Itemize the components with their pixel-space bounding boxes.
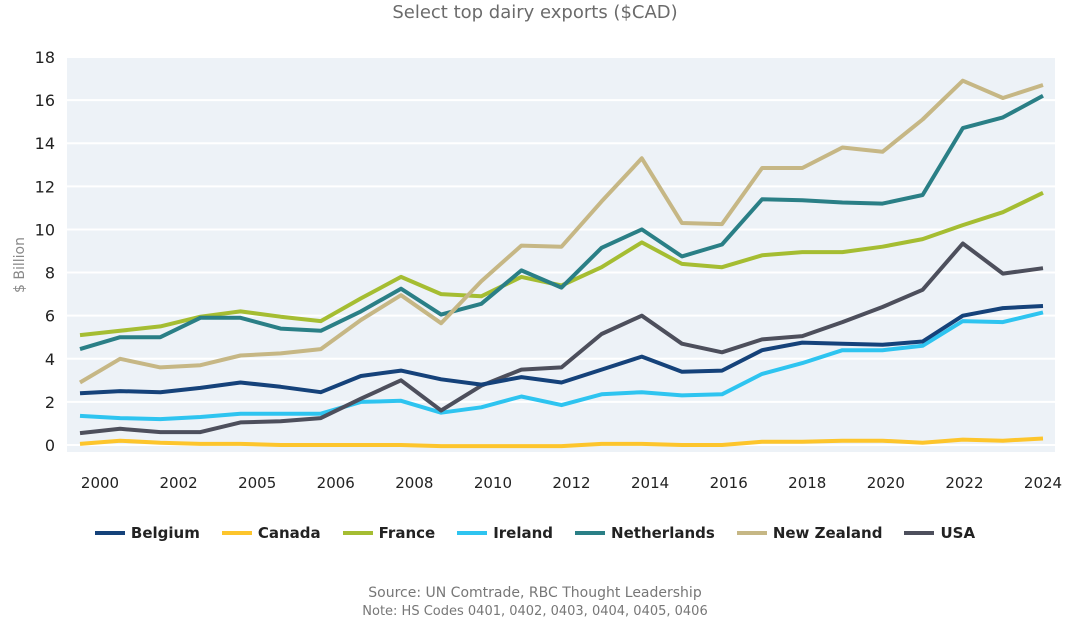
legend-swatch (221, 531, 252, 535)
legend-label: New Zealand (772, 524, 883, 542)
x-tick-label: 2000 (81, 474, 119, 492)
legend-label: France (378, 524, 436, 542)
y-tick-label: 16 (35, 91, 55, 110)
x-tick-label: 2024 (1024, 474, 1062, 492)
x-tick-label: 2012 (552, 474, 590, 492)
plot-area (67, 56, 1055, 452)
y-tick-label: 18 (35, 48, 55, 67)
y-tick-label: 10 (35, 220, 55, 239)
y-tick-label: 0 (45, 436, 55, 455)
y-tick-label: 12 (35, 177, 55, 196)
source-text: Source: UN Comtrade, RBC Thought Leaders… (368, 585, 702, 601)
x-tick-label: 2020 (867, 474, 905, 492)
legend-item: Belgium (94, 524, 200, 542)
legend-item: France (342, 524, 436, 542)
y-tick-label: 6 (45, 307, 55, 326)
y-axis-label: $ Billion (12, 237, 28, 293)
series-line-new-zealand (78, 78, 1044, 385)
series-line-netherlands (79, 94, 1044, 352)
y-tick-label: 4 (45, 350, 55, 369)
legend-label: Netherlands (611, 524, 715, 542)
legend-item: Netherlands (575, 524, 715, 542)
legend-label: USA (940, 524, 976, 542)
y-tick-label: 2 (45, 393, 55, 412)
legend-label: Ireland (493, 524, 554, 542)
series-line-belgium (79, 304, 1044, 396)
legend-swatch (575, 531, 606, 535)
series-line-canada (79, 436, 1044, 449)
x-tick-label: 2018 (788, 474, 826, 492)
series-line-usa (79, 241, 1044, 436)
x-tick-label: 2010 (474, 474, 512, 492)
legend-item: USA (904, 524, 975, 542)
legend-label: Canada (257, 524, 321, 542)
x-tick-label: 2008 (395, 474, 433, 492)
x-tick-label: 2002 (159, 474, 197, 492)
legend-swatch (94, 531, 125, 535)
legend-swatch (457, 531, 488, 535)
legend-item: Ireland (457, 524, 553, 542)
note-text: Note: HS Codes 0401, 0402, 0403, 0404, 0… (362, 604, 708, 619)
legend-item: New Zealand (736, 524, 883, 542)
y-tick-label: 14 (35, 134, 55, 153)
x-tick-label: 2022 (945, 474, 983, 492)
chart-title: Select top dairy exports ($CAD) (392, 2, 678, 23)
series-line-ireland (79, 310, 1044, 422)
legend-label: Belgium (130, 524, 200, 542)
legend-swatch (736, 531, 767, 535)
legend-swatch (904, 531, 935, 535)
x-tick-label: 2005 (238, 474, 276, 492)
y-tick-label: 8 (45, 264, 55, 283)
legend: Belgium Canada France Ireland Netherlands New… (0, 524, 1070, 542)
legend-swatch (342, 531, 373, 535)
x-tick-label: 2006 (317, 474, 355, 492)
x-tick-label: 2014 (631, 474, 669, 492)
x-tick-label: 2016 (710, 474, 748, 492)
legend-item: Canada (221, 524, 321, 542)
